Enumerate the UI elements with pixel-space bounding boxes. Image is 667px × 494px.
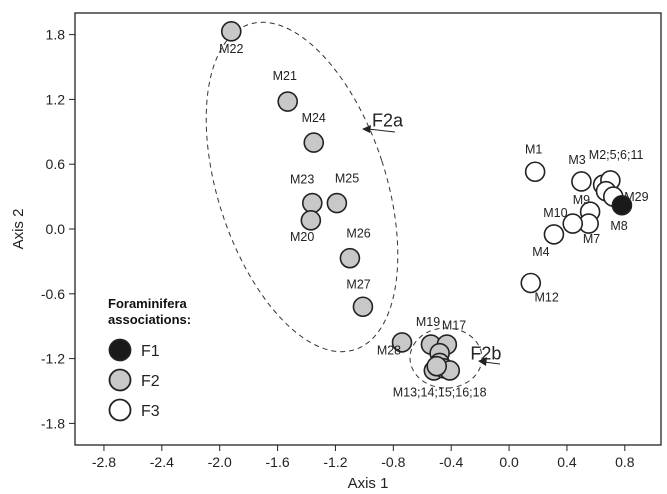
y-tick-label: 1.8 xyxy=(46,27,66,43)
data-point-f3 xyxy=(562,213,584,234)
x-tick-label: -0.4 xyxy=(439,454,463,470)
data-point-f2 xyxy=(277,91,298,112)
axis-ticks: -2.8 -2.4 -2.0 -1.6 -1.2 -0.8 -0.4 0.0 0.4 0.8 1.8… xyxy=(41,27,635,470)
point-label: M3 xyxy=(568,153,585,167)
f2b-ellipse xyxy=(409,327,483,389)
y-axis-label: Axis 2 xyxy=(10,209,27,250)
point-label: M19 xyxy=(416,315,440,329)
point-label: M26 xyxy=(346,227,370,241)
data-point-f3 xyxy=(524,161,546,183)
point-label: M25 xyxy=(335,172,359,186)
x-tick-label: -2.8 xyxy=(92,454,116,470)
point-label: M13;14;15;16;18 xyxy=(393,385,487,399)
data-point-f1 xyxy=(611,194,633,216)
legend-title: Foraminifera xyxy=(108,296,188,311)
point-label: M23 xyxy=(290,173,314,187)
point-label: M28 xyxy=(377,343,401,357)
x-tick-label: -2.4 xyxy=(150,454,174,470)
x-tick-label: -2.0 xyxy=(208,454,232,470)
point-label: M27 xyxy=(346,277,370,291)
group-label: F2b xyxy=(470,344,501,364)
data-point-f2 xyxy=(426,355,448,377)
f2a-arrow xyxy=(362,125,396,133)
data-point-f2 xyxy=(301,192,323,214)
group-ellipses xyxy=(205,21,483,389)
data-point-f2 xyxy=(326,192,348,214)
point-label: M1 xyxy=(525,142,542,156)
data-point-f3 xyxy=(543,224,565,245)
x-axis-label: Axis 1 xyxy=(348,475,389,492)
data-point-f2 xyxy=(220,21,242,42)
x-tick-label: 0.8 xyxy=(615,454,635,470)
legend-entry-label: F1 xyxy=(141,343,160,360)
point-labels: M22 M21 M24 M23 M25 M20 M26 M27 M28 M19 M17 M13;14;… xyxy=(219,42,649,399)
legend-marker xyxy=(108,398,132,422)
x-tick-label: -1.2 xyxy=(323,454,347,470)
point-label: M29 xyxy=(624,190,648,204)
y-tick-label: 0.6 xyxy=(46,156,66,172)
f2b-arrow xyxy=(478,357,501,366)
data-point-f3 xyxy=(571,171,592,192)
point-label: M7 xyxy=(583,232,600,246)
point-label: M22 xyxy=(219,42,243,56)
point-label: M4 xyxy=(532,245,549,259)
legend-title: associations: xyxy=(108,312,191,327)
point-label: M2;5;6;11 xyxy=(589,148,644,162)
y-tick-label: -0.6 xyxy=(41,286,65,302)
y-tick-label: 1.2 xyxy=(46,91,66,107)
point-label: M10 xyxy=(543,206,567,220)
x-tick-label: -0.8 xyxy=(381,454,405,470)
f2a-ellipse xyxy=(205,21,399,353)
x-tick-label: 0.4 xyxy=(557,454,577,470)
point-label: M12 xyxy=(535,290,559,304)
legend-marker xyxy=(108,368,132,392)
data-point-f2 xyxy=(352,296,374,318)
data-point-f2 xyxy=(391,332,413,353)
y-tick-label: -1.8 xyxy=(41,415,65,431)
point-label: M8 xyxy=(610,219,627,233)
y-tick-label: 0.0 xyxy=(46,221,66,237)
x-tick-label: -1.6 xyxy=(266,454,290,470)
data-point-f2 xyxy=(339,247,361,269)
legend-entry-label: F2 xyxy=(141,373,160,390)
point-label: M17 xyxy=(442,318,466,332)
data-point-f2 xyxy=(300,210,322,231)
y-tick-label: -1.2 xyxy=(41,351,65,367)
point-label: M24 xyxy=(302,111,326,125)
point-label: M20 xyxy=(290,230,314,244)
annotations: F2a F2b xyxy=(362,110,501,366)
data-point-f2 xyxy=(303,132,325,153)
data-point-f3 xyxy=(520,272,542,294)
group-label: F2a xyxy=(372,110,404,130)
x-tick-label: 0.0 xyxy=(499,454,519,470)
legend-marker xyxy=(108,338,132,362)
data-points xyxy=(220,21,633,381)
point-label: M9 xyxy=(573,193,590,207)
point-label: M21 xyxy=(273,69,297,83)
legend-entry-label: F3 xyxy=(141,403,160,420)
